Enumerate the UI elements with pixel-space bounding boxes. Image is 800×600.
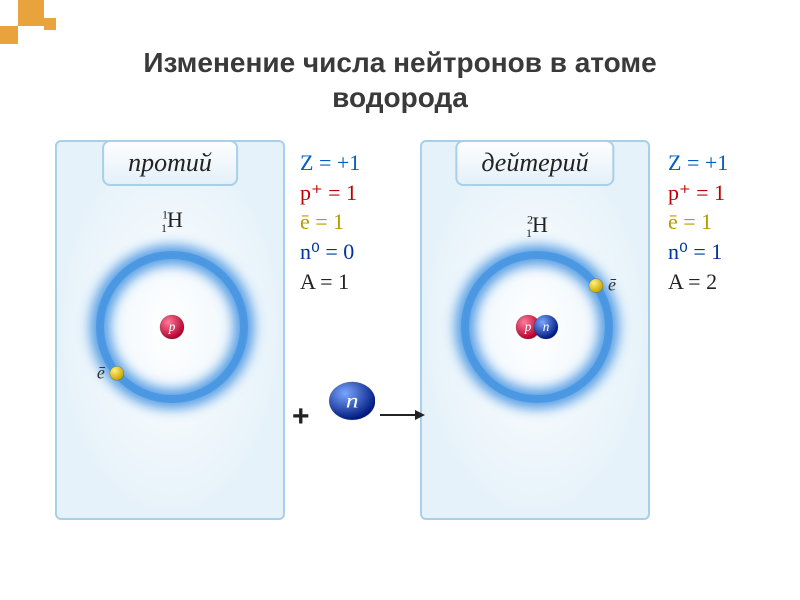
page-title: Изменение числа нейтронов в атоме водоро… — [0, 45, 800, 115]
protium-label: протий — [102, 140, 238, 186]
svg-text:ē: ē — [608, 275, 617, 295]
svg-text:ē: ē — [97, 362, 106, 382]
protium-notation: 11H — [162, 207, 183, 236]
svg-text:p: p — [524, 319, 532, 334]
protium-properties: Z = +1p⁺ = 1ē = 1n⁰ = 0A = 1 — [300, 148, 360, 296]
prop-n: n⁰ = 0 — [300, 237, 360, 267]
svg-text:n: n — [543, 319, 550, 334]
prop-p: p⁺ = 1 — [668, 178, 728, 208]
deuterium-properties: Z = +1p⁺ = 1ē = 1n⁰ = 1A = 2 — [668, 148, 728, 296]
deuterium-atom-diagram: pn ē — [422, 142, 652, 442]
prop-e: ē = 1 — [300, 207, 360, 237]
prop-n: n⁰ = 1 — [668, 237, 728, 267]
prop-e: ē = 1 — [668, 207, 728, 237]
plus-sign: + — [292, 400, 310, 434]
deuterium-card: дейтерий 21H pn ē — [420, 140, 650, 520]
deuterium-label: дейтерий — [455, 140, 614, 186]
prop-p: p⁺ = 1 — [300, 178, 360, 208]
neutron-icon: n — [320, 380, 375, 425]
svg-text:p: p — [168, 319, 176, 334]
protium-card: протий 11H pē — [55, 140, 285, 520]
arrow-icon — [380, 408, 425, 422]
prop-Z: Z = +1 — [668, 148, 728, 178]
svg-text:n: n — [346, 390, 359, 413]
title-line-2: водорода — [332, 82, 468, 113]
prop-A: A = 1 — [300, 267, 360, 297]
prop-A: A = 2 — [668, 267, 728, 297]
title-line-1: Изменение числа нейтронов в атоме — [143, 47, 656, 78]
protium-atom-diagram: pē — [57, 142, 287, 442]
prop-Z: Z = +1 — [300, 148, 360, 178]
deuterium-notation: 21H — [527, 212, 548, 241]
